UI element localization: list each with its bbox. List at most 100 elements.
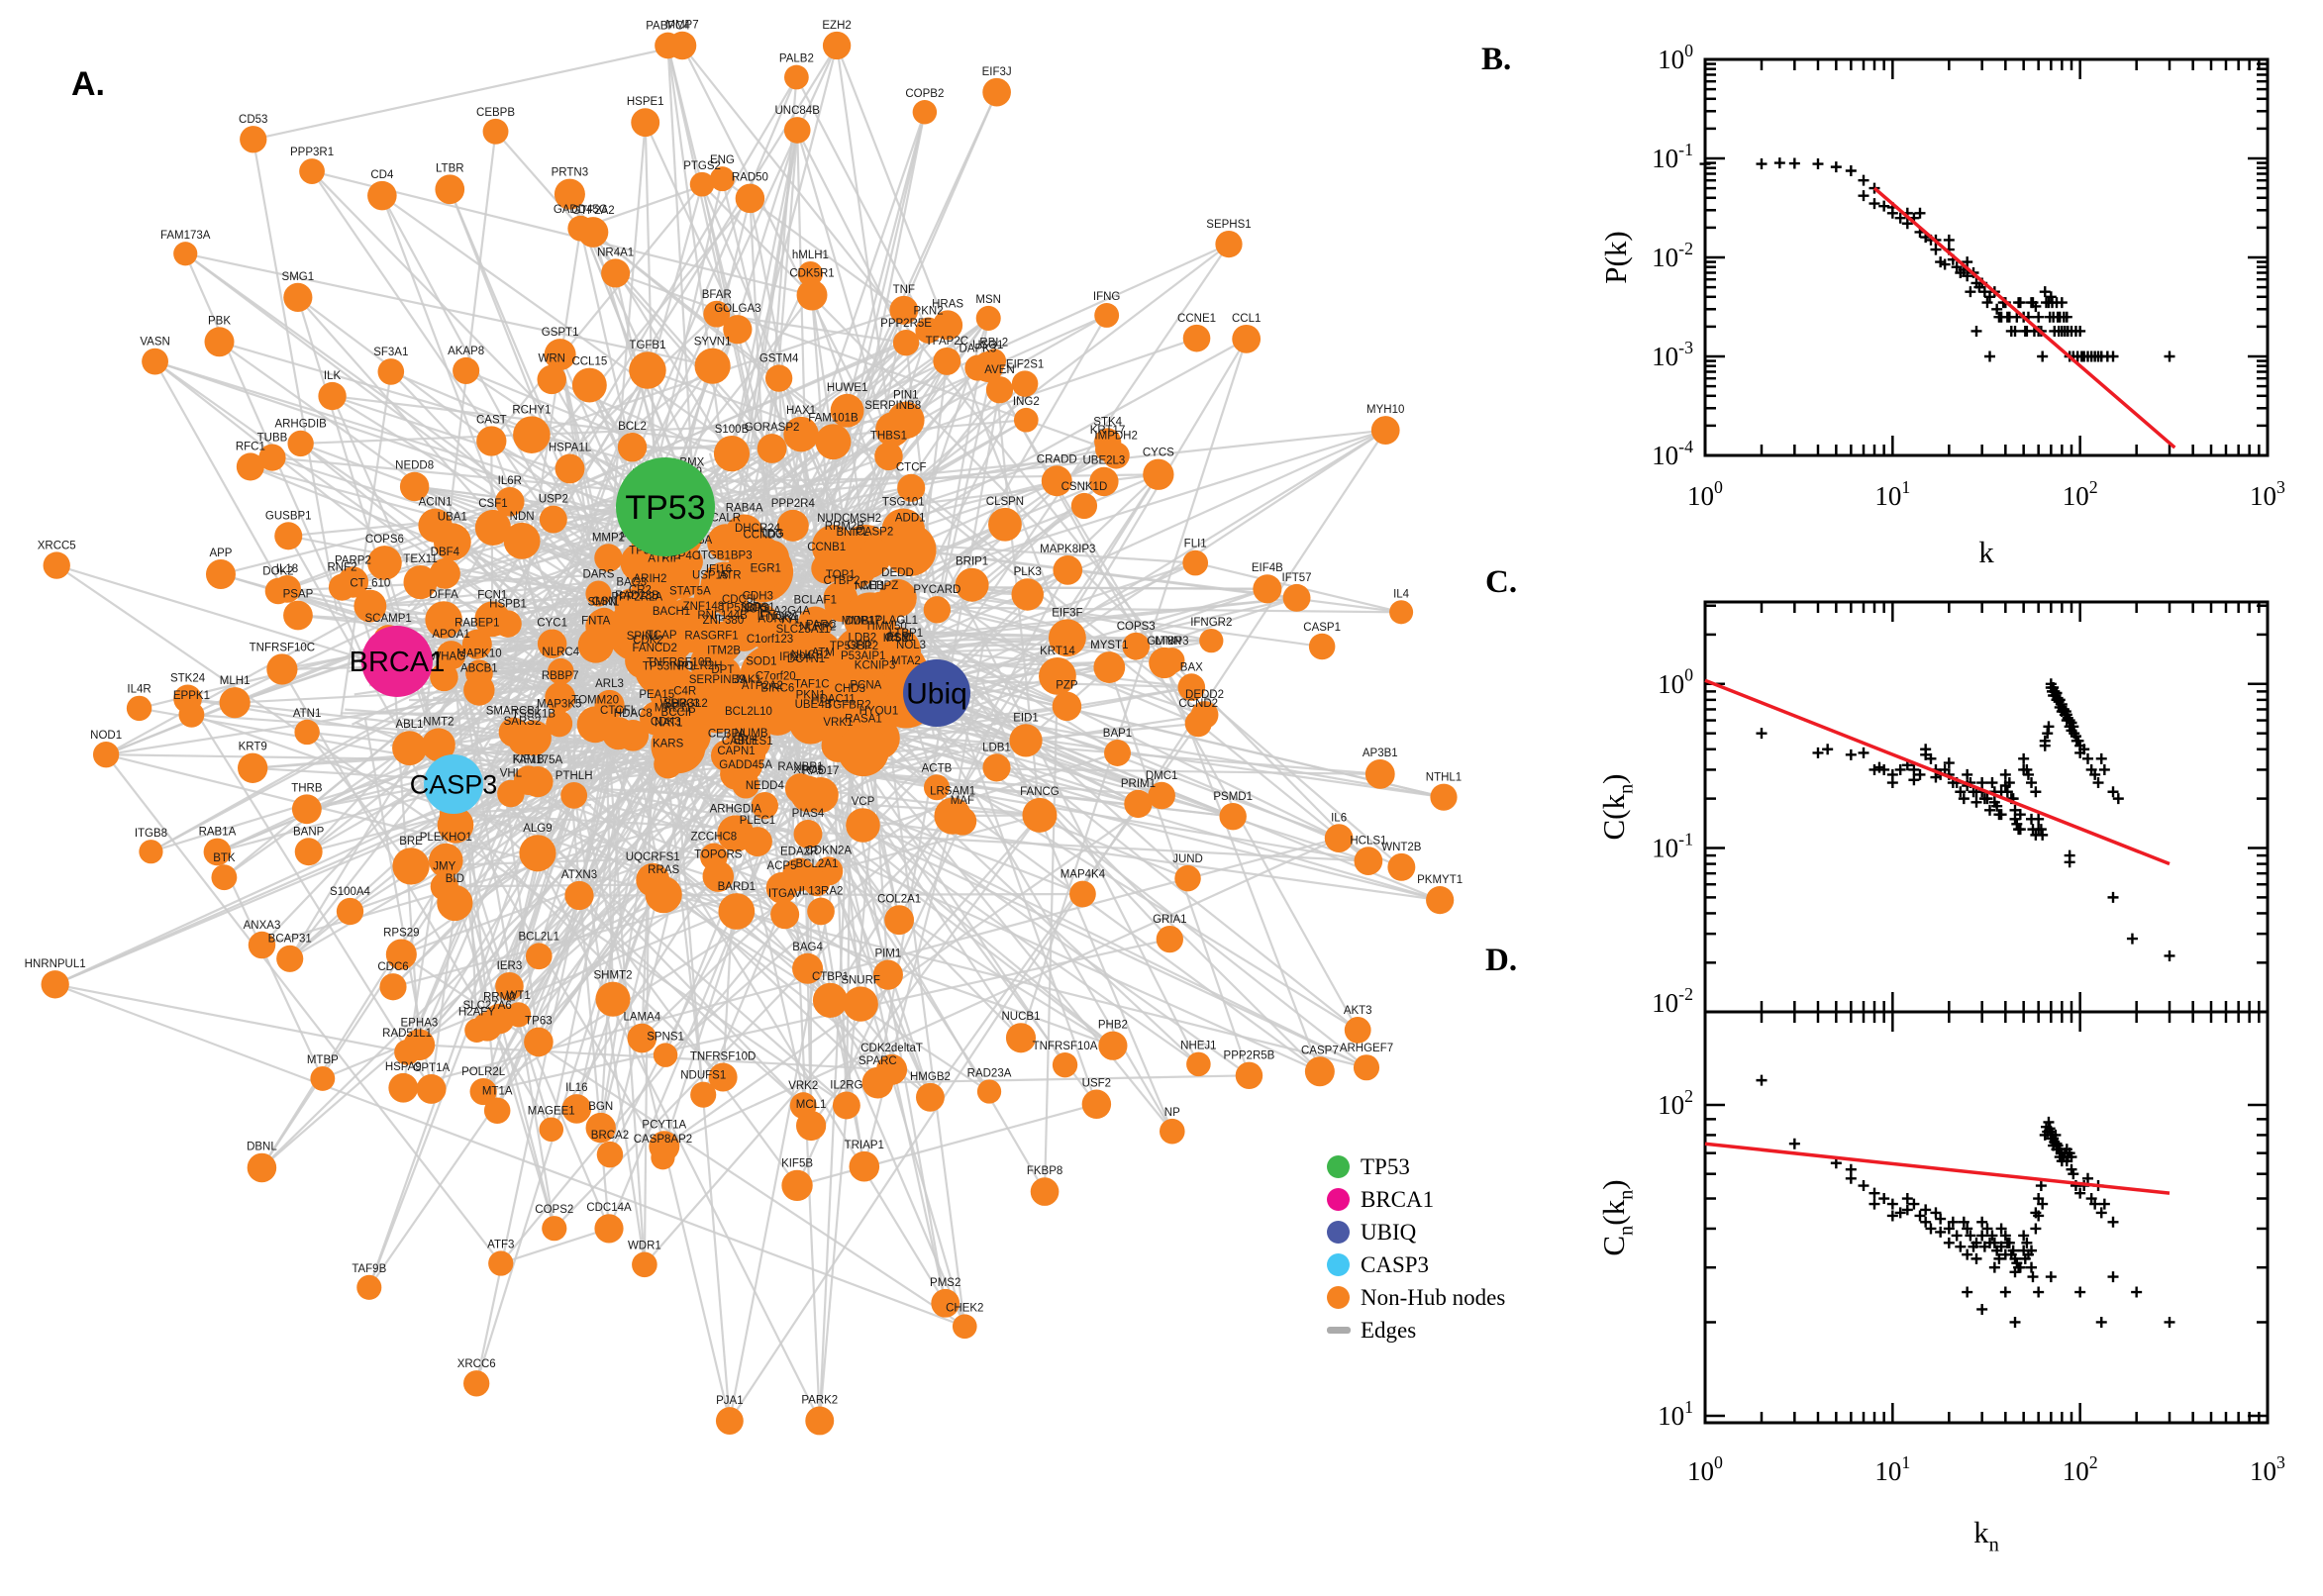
node-label: MAP4K4 xyxy=(1060,869,1106,881)
node-label: PPP2R4 xyxy=(771,498,816,510)
node-label: HNRNPUL1 xyxy=(25,958,86,970)
node-label: IRS2 xyxy=(883,633,909,645)
legend-item: Edges xyxy=(1327,1314,1505,1347)
non-hub-node xyxy=(793,819,823,848)
non-hub-node xyxy=(1344,1017,1371,1044)
node-label: ANXA3 xyxy=(244,920,281,932)
non-hub-node xyxy=(784,64,809,90)
node-label: PALB2 xyxy=(779,53,814,65)
non-hub-node xyxy=(1324,824,1354,852)
node-label: IL4R xyxy=(127,684,151,696)
node-label: NEDD4 xyxy=(746,780,785,792)
non-hub-node xyxy=(1219,802,1247,831)
node-label: CTBP1 xyxy=(812,971,849,983)
non-hub-node xyxy=(399,471,430,502)
node-label: UBE2L3 xyxy=(1082,455,1125,467)
non-hub-node xyxy=(379,973,407,1001)
non-hub-node xyxy=(474,509,511,546)
node-label: GOLGA3 xyxy=(714,303,760,315)
node-label: IFT57 xyxy=(1282,572,1312,584)
node-label: EPPK1 xyxy=(173,690,210,702)
node-label: TRIAP1 xyxy=(845,1140,884,1151)
non-hub-node xyxy=(328,573,356,601)
non-hub-node xyxy=(807,897,835,926)
node-label: SNURF xyxy=(841,974,880,986)
node-label: TIMM50 xyxy=(865,621,907,633)
node-label: NLRP2 xyxy=(799,621,836,633)
node-label: PPP2R5B xyxy=(1224,1050,1275,1062)
non-hub-node xyxy=(377,358,405,385)
non-hub-node xyxy=(765,872,798,904)
svg-text:101: 101 xyxy=(1874,1452,1910,1486)
non-hub-node xyxy=(751,792,778,820)
node-label: PLEC1 xyxy=(740,815,775,827)
node-label: APP xyxy=(209,548,232,559)
node-label: WDR1 xyxy=(628,1241,661,1252)
node-label: ACIN1 xyxy=(419,497,453,509)
node-label: ATR xyxy=(719,569,741,581)
node-label: CCL15 xyxy=(571,356,607,368)
node-label: CDC14A xyxy=(586,1202,632,1214)
non-hub-node xyxy=(544,339,576,371)
node-label: TDG xyxy=(760,529,784,541)
non-hub-node xyxy=(41,970,69,999)
non-hub-node xyxy=(912,100,938,125)
node-label: SMG1 xyxy=(282,271,315,283)
node-label: NP xyxy=(1164,1107,1180,1119)
node-label: RFC1 xyxy=(236,441,265,452)
non-hub-node xyxy=(923,596,952,624)
node-label: FAM101B xyxy=(808,412,858,424)
fit-line xyxy=(1704,1142,2171,1195)
hub-label-ubiq: Ubiq xyxy=(906,678,967,711)
node-label: ATN1 xyxy=(293,708,322,720)
non-hub-node xyxy=(1282,583,1311,612)
node-label: NEDD8 xyxy=(395,460,434,472)
node-label: BAG4 xyxy=(792,942,823,953)
non-hub-node xyxy=(632,1251,657,1278)
node-label: H2AFY xyxy=(458,1006,495,1018)
svg-text:100: 100 xyxy=(1687,1452,1723,1486)
node-label: RAD51L1 xyxy=(382,1028,432,1040)
non-hub-node xyxy=(561,1094,592,1124)
node-label: BRE xyxy=(399,836,423,848)
non-hub-node xyxy=(542,1216,567,1242)
non-hub-node xyxy=(689,171,715,197)
non-hub-node xyxy=(1370,416,1400,445)
node-label: C7orf20 xyxy=(756,670,796,682)
node-label: KIF5B xyxy=(781,1158,813,1170)
non-hub-node xyxy=(437,806,474,844)
node-label: TSG101 xyxy=(882,497,925,509)
non-hub-node xyxy=(554,178,585,210)
node-label: PKN2 xyxy=(914,305,944,317)
non-hub-node xyxy=(1011,578,1044,611)
non-hub-node xyxy=(601,258,631,288)
node-swatch-icon xyxy=(1327,1286,1350,1309)
node-label: GTF2A2 xyxy=(571,205,614,217)
non-hub-node xyxy=(474,601,511,638)
node-label: JAK1 xyxy=(735,674,762,686)
node-label: SPNS1 xyxy=(647,1031,684,1043)
node-label: RAD50 xyxy=(732,172,768,184)
non-hub-node xyxy=(781,1169,813,1202)
non-hub-node xyxy=(690,1081,717,1108)
node-label: PIM1 xyxy=(874,948,901,960)
node-label: CD4 xyxy=(370,169,394,181)
non-hub-node xyxy=(585,580,612,607)
non-hub-node xyxy=(92,742,120,768)
panel-a-label: A. xyxy=(71,65,105,103)
node-label: TP53INP1 xyxy=(643,660,695,672)
node-label: MAF xyxy=(951,795,974,807)
non-hub-node xyxy=(1011,370,1039,397)
node-label: TP53BP1 xyxy=(720,602,768,614)
non-hub-node xyxy=(1387,852,1416,881)
non-hub-node xyxy=(585,1112,616,1144)
node-label: EIF2S1 xyxy=(1006,358,1044,370)
non-hub-node xyxy=(435,174,465,205)
non-hub-node xyxy=(576,706,614,744)
node-label: PJA1 xyxy=(716,1395,744,1407)
node-label: DEDD xyxy=(881,567,914,579)
node-label: TSSK1B xyxy=(512,708,556,720)
node-label: DARS xyxy=(582,569,614,581)
node-label: NOL3 xyxy=(896,640,926,651)
non-hub-node xyxy=(892,330,920,356)
